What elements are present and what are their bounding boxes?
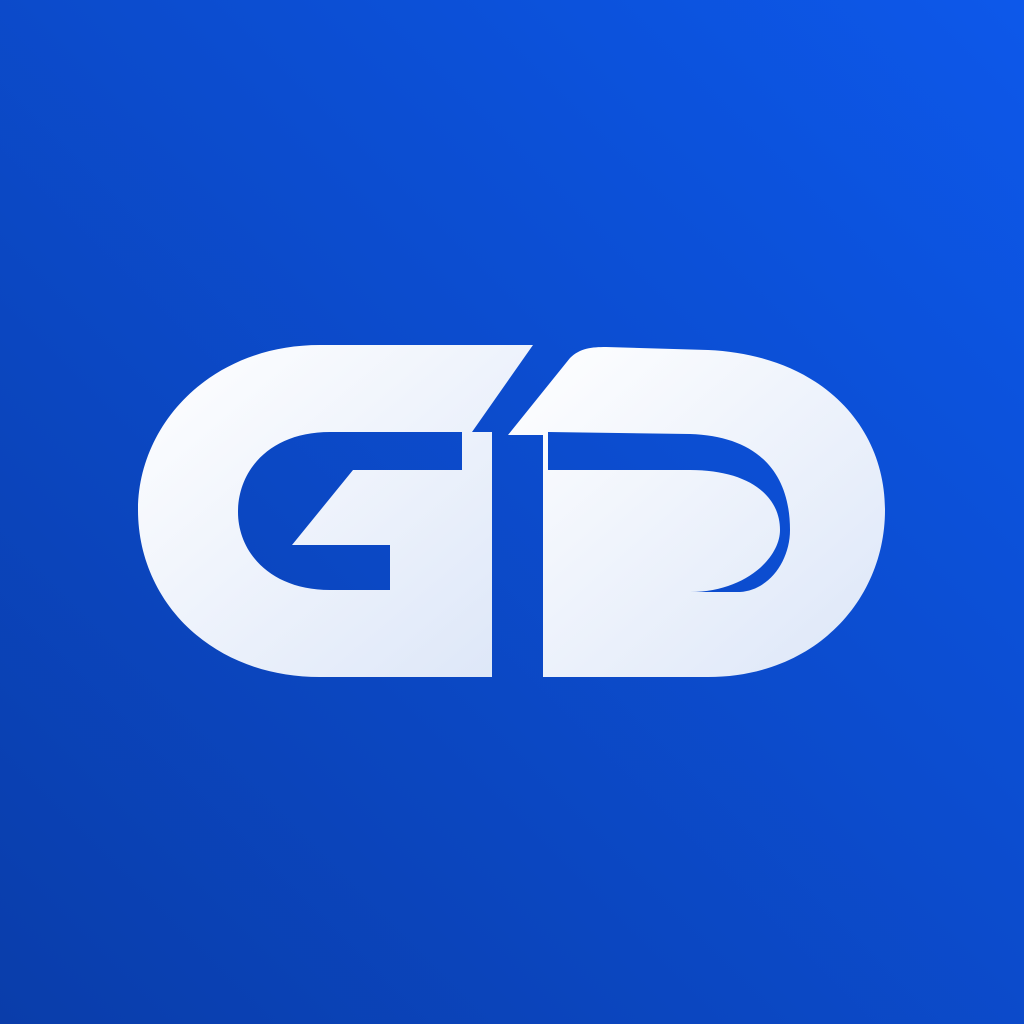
gd-monogram-logo-icon — [138, 345, 885, 677]
logo-letter-g-shape — [138, 345, 533, 677]
logo-letter-d-shape — [508, 347, 885, 677]
